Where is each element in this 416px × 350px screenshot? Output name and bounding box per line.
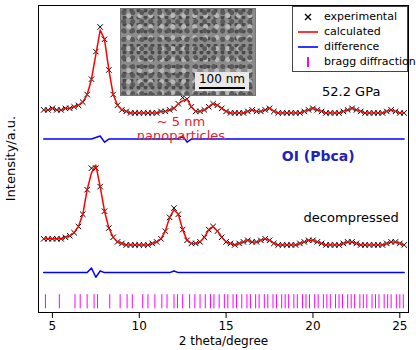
svg-text:10: 10 [132, 319, 147, 333]
svg-text:Intensity/a.u.: Intensity/a.u. [3, 116, 18, 201]
html-text:difference: difference [324, 40, 380, 53]
svg-text:20: 20 [305, 319, 320, 333]
svg-text:52.2 GPa: 52.2 GPa [322, 84, 380, 99]
svg-text:~ 5 nmnanoparticles: ~ 5 nmnanoparticles [137, 114, 225, 143]
svg-text:5: 5 [49, 319, 57, 333]
svg-text:15: 15 [218, 319, 233, 333]
svg-text:25: 25 [392, 319, 407, 333]
html-text:calculated: calculated [324, 25, 381, 38]
html-text:100 nm: 100 nm [199, 72, 245, 86]
html-text:bragg diffraction: bragg diffraction [324, 55, 416, 68]
svg-text:OI (Pbca): OI (Pbca) [282, 148, 355, 164]
html-text:experimental: experimental [324, 10, 397, 23]
svg-text:decompressed: decompressed [304, 210, 399, 225]
svg-text:2 theta/degree: 2 theta/degree [179, 334, 268, 348]
